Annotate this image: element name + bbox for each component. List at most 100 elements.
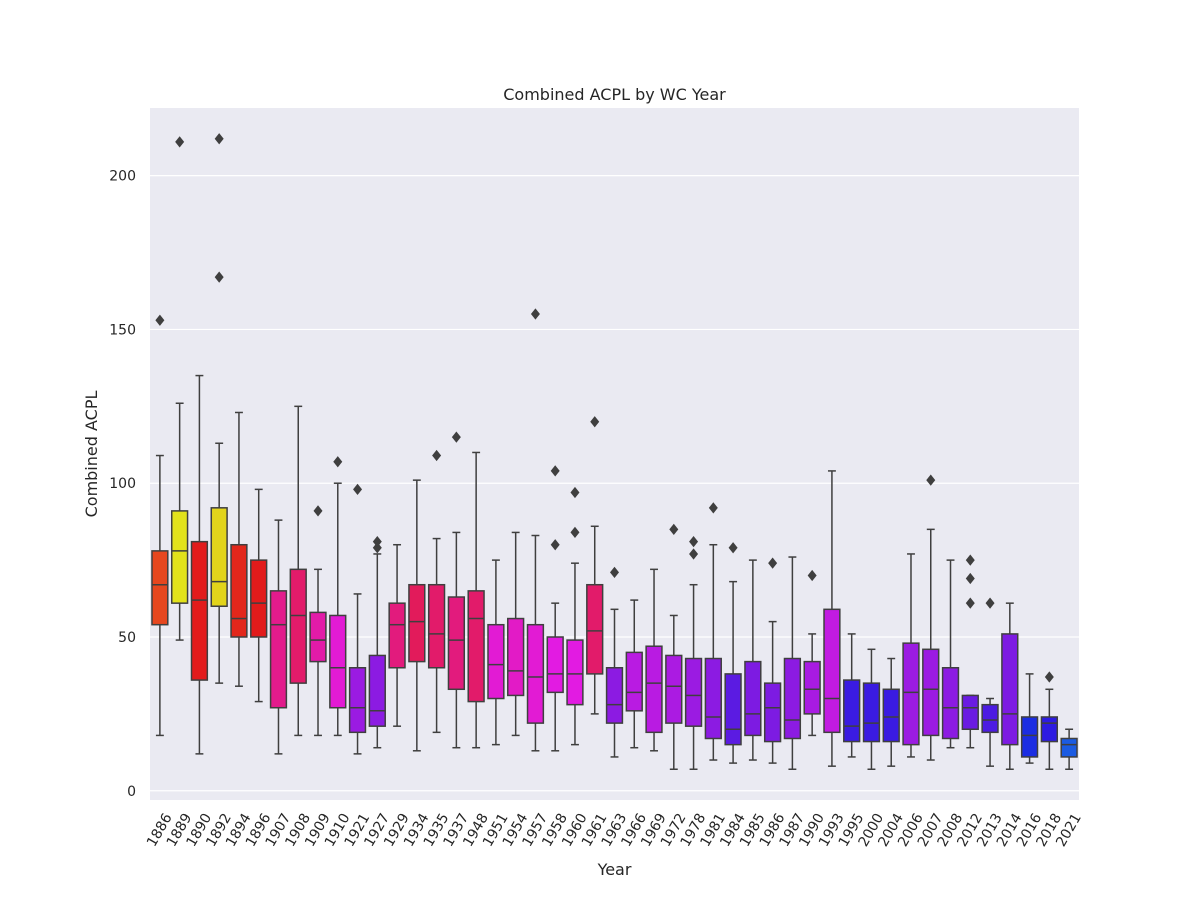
iqr-box-2004	[882, 688, 900, 743]
box-2012	[961, 554, 979, 749]
iqr-box-1961	[586, 583, 604, 675]
outlier-1937-0	[451, 431, 461, 443]
iqr-box-1985	[744, 660, 762, 737]
outlier-1960-0	[570, 526, 580, 539]
iqr-box-1954	[507, 617, 525, 697]
iqr-box-1990	[803, 660, 821, 715]
iqr-box-1993	[823, 608, 841, 734]
iqr-box-1986	[763, 682, 782, 743]
outlier-1984-0	[728, 542, 738, 554]
box-1889	[170, 136, 189, 641]
outlier-1910-0	[333, 456, 343, 468]
box-1966	[625, 599, 643, 749]
iqr-box-2021	[1060, 737, 1078, 758]
box-1886	[151, 314, 169, 737]
iqr-box-1966	[625, 651, 643, 712]
box-1910	[329, 456, 347, 737]
iqr-box-2018	[1040, 716, 1059, 743]
box-1984	[724, 542, 742, 764]
box-1892	[210, 133, 228, 684]
box-1969	[645, 568, 663, 752]
iqr-box-1972	[665, 654, 683, 724]
box-2006	[902, 553, 920, 758]
box-1934	[408, 479, 426, 752]
outlier-1963-0	[610, 566, 619, 579]
iqr-box-2000	[862, 682, 881, 743]
box-1957	[526, 308, 545, 752]
outlier-1889-0	[175, 136, 185, 148]
outlier-1960-1	[570, 486, 580, 499]
iqr-box-1948	[467, 590, 485, 703]
outlier-1927-0	[372, 542, 382, 554]
box-1935	[427, 449, 446, 734]
outlier-2018-0	[1044, 671, 1054, 683]
box-2007	[922, 474, 940, 761]
box-2018	[1040, 671, 1059, 770]
iqr-box-1957	[526, 623, 545, 724]
y-grid	[150, 175, 1079, 792]
iqr-box-1963	[605, 667, 624, 724]
box-1963	[605, 566, 624, 758]
iqr-box-1927	[368, 654, 386, 727]
iqr-box-1909	[309, 611, 327, 663]
outlier-1958-1	[550, 465, 560, 477]
outlier-1981-0	[708, 502, 718, 514]
iqr-box-1981	[704, 657, 722, 740]
box-1960	[566, 486, 584, 746]
iqr-box-1935	[427, 583, 446, 669]
box-1995	[843, 633, 861, 758]
iqr-box-1978	[684, 657, 703, 727]
box-1937	[447, 431, 466, 749]
box-2004	[882, 657, 900, 767]
box-1894	[230, 411, 248, 687]
iqr-box-1995	[843, 679, 861, 743]
box-1961	[586, 416, 604, 715]
iqr-box-2012	[961, 694, 979, 731]
box-1987	[783, 556, 802, 770]
iqr-box-1896	[250, 559, 268, 638]
box-1993	[823, 470, 841, 767]
iqr-box-1921	[348, 667, 367, 734]
outlier-1990-0	[807, 569, 817, 582]
outlier-1972-0	[669, 523, 679, 535]
outlier-1978-1	[689, 536, 699, 548]
box-1986	[763, 557, 782, 764]
box-1929	[388, 543, 406, 727]
box-1948	[467, 451, 485, 749]
box-1908	[289, 405, 307, 737]
iqr-box-1937	[447, 596, 466, 691]
iqr-box-1892	[210, 507, 228, 607]
box-2021	[1060, 728, 1078, 770]
outlier-2012-2	[965, 554, 975, 566]
iqr-box-1890	[190, 540, 209, 681]
iqr-box-2014	[1001, 633, 1019, 746]
iqr-box-1907	[269, 590, 288, 709]
iqr-box-1984	[724, 673, 742, 746]
iqr-box-1969	[645, 645, 663, 734]
y-axis-label: Combined ACPL	[82, 391, 101, 518]
box-1896	[250, 488, 268, 703]
outlier-1961-0	[590, 416, 600, 428]
box-1985	[744, 559, 762, 761]
box-series	[151, 133, 1078, 770]
outlier-1909-0	[313, 505, 323, 517]
outlier-2012-1	[965, 572, 975, 585]
iqr-box-1886	[151, 550, 169, 626]
iqr-box-2013	[981, 703, 999, 734]
box-2000	[862, 648, 881, 770]
iqr-box-2016	[1020, 716, 1039, 758]
y-tick-label-50: 50	[118, 630, 136, 646]
y-tick-label-150: 150	[109, 322, 136, 338]
outlier-2012-0	[965, 597, 975, 609]
iqr-box-1934	[408, 583, 426, 663]
iqr-box-1987	[783, 657, 802, 740]
outlier-1927-1	[372, 536, 382, 548]
box-1972	[665, 523, 683, 770]
iqr-box-1889	[170, 510, 189, 604]
y-axis-ticks: 0 50 100 150 200	[109, 169, 136, 800]
x-axis-ticks: 1886188918901892189418961907190819091910…	[144, 811, 1085, 850]
outlier-1957-0	[530, 308, 540, 320]
iqr-box-2006	[902, 642, 920, 746]
box-2016	[1020, 673, 1039, 764]
box-1890	[190, 374, 209, 755]
